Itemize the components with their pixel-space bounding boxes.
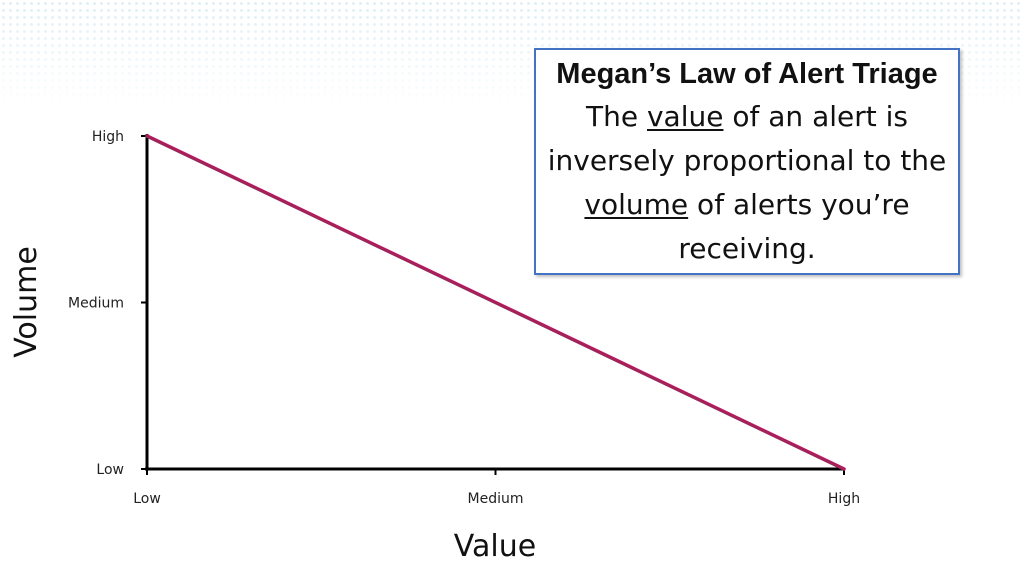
y-tick-label: Medium	[68, 296, 124, 312]
callout-text-mid: of an alert is inversely proportional to…	[547, 99, 947, 177]
callout-text-pre: The	[586, 99, 647, 133]
callout-box: Megan’s Law of Alert Triage The value of…	[534, 48, 960, 275]
callout-text-post: of alerts you’re receiving.	[678, 187, 910, 265]
y-tick-label: Low	[96, 462, 124, 478]
x-tick-label: Low	[133, 491, 161, 507]
callout-term-volume: volume	[584, 187, 689, 221]
y-axis-title: Volume	[9, 246, 44, 358]
series-line	[145, 134, 846, 471]
callout-body: The value of an alert is inversely propo…	[547, 95, 947, 271]
y-tick-label: High	[92, 129, 124, 145]
x-axis-title: Value	[454, 529, 536, 564]
x-tick-label: High	[828, 491, 860, 507]
x-tick-label: Medium	[468, 491, 524, 507]
callout-term-value: value	[646, 99, 724, 133]
callout-title: Megan’s Law of Alert Triage	[556, 57, 938, 90]
